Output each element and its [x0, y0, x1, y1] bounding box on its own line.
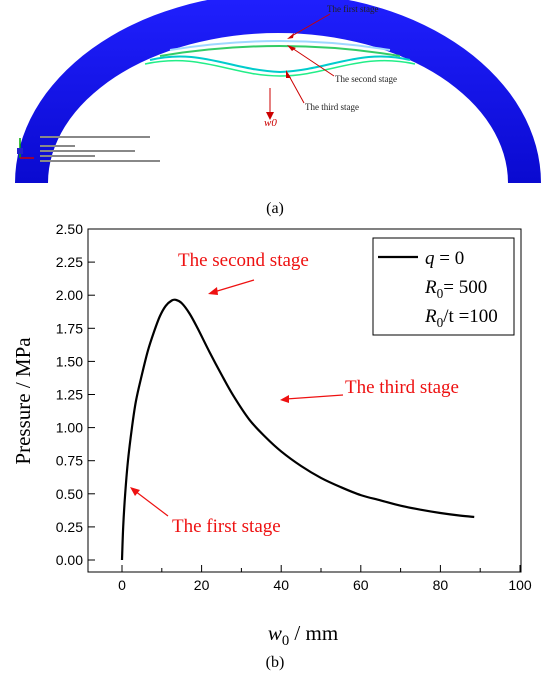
deformed-layer-2 — [159, 45, 401, 57]
x-tick-label-1: 20 — [194, 577, 210, 593]
y-tick-label-9: 2.25 — [56, 254, 83, 270]
legend-entry-r0: R0= 500 — [424, 277, 487, 301]
info-block — [40, 136, 160, 162]
x-tick-label-3: 60 — [353, 577, 369, 593]
x-axis: 0 20 40 60 80 100 — [118, 565, 532, 593]
label-third-stage: The third stage — [305, 102, 359, 112]
axis-triad-icon — [17, 138, 34, 159]
legend-box — [372, 237, 515, 336]
arrow-second-stage — [291, 47, 335, 77]
panel-b-chart: 0 20 40 60 80 100 0.00 0.25 0.50 0.75 1.00 1.25 1.5… — [11, 221, 532, 671]
series-line-pressure — [120, 298, 475, 561]
annotation-first-stage: The first stage — [172, 516, 281, 537]
label-second-stage: The second stage — [335, 74, 397, 84]
y-tick-label-2: 0.50 — [56, 486, 83, 502]
arrow-third-stage-b — [285, 394, 344, 400]
y-tick-label-0: 0.00 — [56, 552, 83, 568]
deformed-layer-3 — [149, 55, 411, 74]
deformed-layer-4 — [144, 59, 416, 77]
label-first-stage: The first stage — [327, 4, 378, 14]
y-tick-label-5: 1.25 — [56, 387, 83, 403]
arrow-third-stage — [287, 73, 305, 104]
panel-a-label: (a) — [266, 200, 284, 217]
arrow-second-stage-b — [213, 279, 255, 293]
y-tick-label-7: 1.75 — [56, 320, 83, 336]
x-tick-label-2: 40 — [273, 577, 289, 593]
deformed-layer-1 — [169, 40, 391, 51]
shell-arch — [15, 0, 541, 183]
arrow-first-stage-b — [134, 490, 169, 517]
annotation-third-stage: The third stage — [345, 377, 459, 398]
label-w0: w0 — [264, 117, 277, 129]
legend-entry-r0t: R0/t =100 — [424, 306, 498, 330]
x-tick-label-0: 0 — [118, 577, 126, 593]
y-axis-title: Pressure / MPa — [11, 337, 35, 465]
panel-b-label: (b) — [266, 654, 285, 671]
x-tick-label-5: 100 — [508, 577, 532, 593]
arrow-first-stage — [289, 13, 331, 38]
y-axis: 0.00 0.25 0.50 0.75 1.00 1.25 1.50 1.75 2.00 2.25… — [56, 221, 95, 568]
legend: q = 0 R0= 500 R0/t =100 — [372, 237, 515, 336]
y-tick-label-8: 2.00 — [56, 287, 83, 303]
panel-a: The first stage The second stage The thi… — [15, 0, 541, 217]
y-tick-label-1: 0.25 — [56, 519, 83, 535]
y-tick-label-3: 0.75 — [56, 453, 83, 469]
annotation-second-stage: The second stage — [178, 250, 309, 271]
plot-frame — [87, 228, 522, 573]
y-tick-label-10: 2.50 — [56, 221, 83, 237]
y-tick-label-6: 1.50 — [56, 353, 83, 369]
y-tick-label-4: 1.00 — [56, 420, 83, 436]
x-axis-title: w0 / mm — [268, 621, 338, 649]
legend-entry-q: q = 0 — [425, 248, 464, 269]
x-tick-label-4: 80 — [433, 577, 449, 593]
